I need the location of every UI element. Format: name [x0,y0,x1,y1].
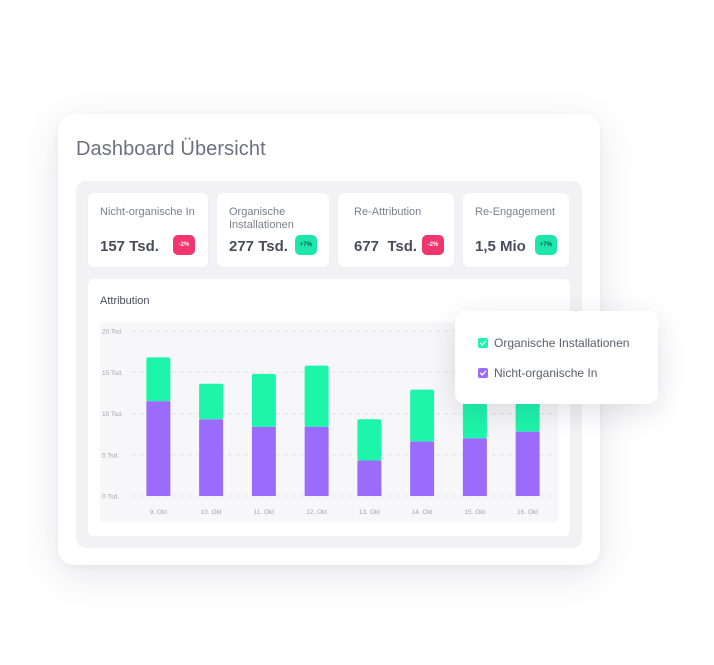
kpi-value: 157 Tsd. [100,238,159,255]
y-tick-label: 15 Tsd. [102,370,123,377]
kpi-card-re-engagement[interactable]: Re-Engagement 1,5 Mio +7% [463,193,569,267]
bar-segment-organic [304,365,329,427]
bar-segment-non-organic [515,431,540,496]
kpi-value: 277 Tsd. [229,238,288,255]
kpi-label: Organische Installationen [229,206,294,231]
kpi-label: Re-Attribution [354,206,422,218]
x-tick-label: 14. Okt [412,509,433,516]
bar-segment-organic [357,419,382,461]
y-tick-label: 0 Tsd. [102,494,119,501]
checkbox-checked-icon[interactable] [478,338,488,348]
legend-label: Organische Installationen [494,336,630,350]
legend-label: Nicht-organische In [494,366,598,380]
kpi-label: Re-Engagement [475,206,556,218]
kpi-value: 677 Tsd. [354,238,418,255]
bar-segment-organic [410,389,435,442]
chart-title: Attribution [100,295,150,307]
legend-item-organic[interactable]: Organische Installationen [478,336,629,350]
x-tick-label: 15. Okt [464,509,485,516]
bar-segment-organic [199,383,224,420]
x-tick-label: 12. Okt [306,509,327,516]
bar-segment-non-organic [462,438,487,496]
bar-segment-non-organic [357,460,382,496]
legend-item-non-organic[interactable]: Nicht-organische In [478,366,597,380]
x-tick-label: 11. Okt [254,509,275,516]
dashboard-card: Dashboard Übersicht Nicht-organische In … [58,114,600,565]
kpi-change-badge: -2% [173,235,195,255]
kpi-card-non-organic[interactable]: Nicht-organische In 157 Tsd. -2% [88,193,208,267]
bar-segment-non-organic [304,426,329,496]
x-tick-label: 16. Okt [517,509,538,516]
kpi-card-re-attribution[interactable]: Re-Attribution 677 Tsd. -2% [338,193,454,267]
x-tick-label: 9. Okt [150,509,168,516]
kpi-card-organic[interactable]: Organische Installationen 277 Tsd. +7% [217,193,329,267]
chart-legend-popover: Organische Installationen Nicht-organisc… [455,311,658,404]
bar-segment-non-organic [199,419,224,496]
kpi-change-badge: -2% [422,235,444,255]
bar-segment-organic [146,357,171,402]
kpi-value: 1,5 Mio [475,238,526,255]
kpi-label: Nicht-organische In [100,206,195,218]
x-tick-label: 13. Okt [359,509,380,516]
kpi-change-badge: +7% [535,235,557,255]
y-tick-label: 5 Tsd. [102,452,119,459]
dashboard-title: Dashboard Übersicht [76,138,266,160]
checkbox-checked-icon[interactable] [478,368,488,378]
bar-segment-organic [251,373,276,427]
kpi-change-badge: +7% [295,235,317,255]
y-tick-label: 10 Tsd. [102,411,123,418]
bar-segment-non-organic [410,441,435,496]
x-tick-label: 10. Okt [201,509,222,516]
dashboard-content: Nicht-organische In 157 Tsd. -2% Organis… [76,181,582,548]
y-tick-label: 20 Tsd. [102,329,123,336]
bar-segment-non-organic [146,401,171,496]
bar-segment-non-organic [251,426,276,496]
